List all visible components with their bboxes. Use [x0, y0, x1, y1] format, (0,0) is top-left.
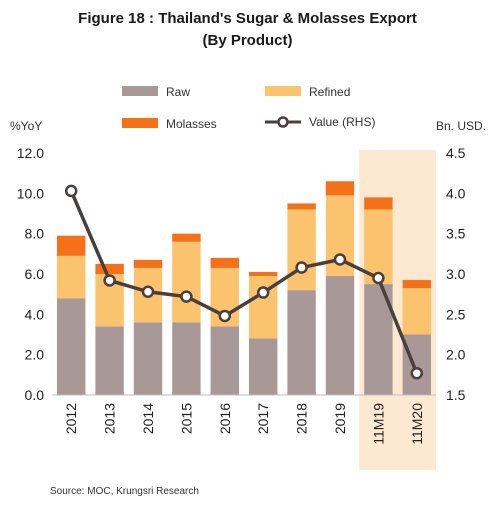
- x-tick-label: 2014: [140, 403, 156, 434]
- bar-raw: [56, 298, 86, 395]
- bar-raw: [248, 338, 278, 395]
- y-left-tick-label: 10.0: [17, 185, 44, 201]
- x-tick-label: 2018: [294, 403, 310, 434]
- value-point: [180, 290, 193, 303]
- legend-label-value: Value (RHS): [309, 115, 375, 129]
- bar-raw: [133, 322, 163, 395]
- bar-molasses: [287, 203, 316, 210]
- y-left-tick-label: 12.0: [17, 145, 44, 161]
- bar-refined: [172, 241, 201, 323]
- y-left-tick-label: 8.0: [25, 226, 45, 242]
- bar-molasses: [210, 257, 240, 268]
- x-tick-label: 11M20: [409, 403, 425, 445]
- bar-molasses: [325, 181, 355, 196]
- bar-molasses: [364, 197, 393, 210]
- value-point: [256, 286, 270, 299]
- y-left-tick-label: 4.0: [25, 306, 45, 322]
- bar-raw: [287, 290, 316, 395]
- bar-molasses: [56, 235, 86, 256]
- x-tick-label: 2015: [178, 403, 194, 434]
- value-point: [372, 271, 385, 285]
- y-right-tick-label: 1.5: [446, 387, 466, 403]
- y-left-axis-title: %YoY: [10, 119, 42, 133]
- bar-molasses: [402, 280, 432, 289]
- legend-swatch-raw: [122, 86, 158, 96]
- x-tick-label: 2013: [102, 403, 118, 434]
- bar-molasses: [248, 271, 278, 277]
- bar-refined: [402, 288, 432, 335]
- legend-label-refined: Refined: [309, 85, 350, 99]
- value-point: [141, 285, 155, 298]
- y-left-tick-label: 6.0: [25, 266, 45, 282]
- value-point: [410, 366, 424, 380]
- value-point: [333, 253, 347, 266]
- y-left-tick-label: 0.0: [25, 387, 45, 403]
- x-tick-label: 2016: [217, 403, 233, 434]
- value-line: [69, 190, 419, 374]
- chart-title: Figure 18 : Thailand's Sugar & Molasses …: [78, 10, 417, 27]
- y-right-tick-label: 4.0: [446, 185, 466, 201]
- x-tick-label: 2019: [332, 403, 348, 434]
- value-point: [103, 274, 116, 287]
- y-left-tick-label: 2.0: [25, 347, 45, 363]
- bar-molasses: [95, 263, 124, 274]
- y-right-tick-label: 4.5: [446, 145, 466, 161]
- bar-refined: [56, 255, 86, 299]
- x-tick-label: 2012: [63, 403, 79, 434]
- legend-swatch-value-marker: [277, 116, 289, 128]
- x-tick-label: 2017: [255, 403, 271, 434]
- x-tick-label: 11M19: [370, 403, 386, 445]
- bar-molasses: [172, 233, 201, 242]
- chart-subtitle: (By Product): [202, 32, 293, 49]
- legend-label-raw: Raw: [166, 85, 190, 99]
- bar-refined: [287, 209, 316, 291]
- value-point: [218, 309, 232, 323]
- value-point: [64, 184, 78, 198]
- bar-raw: [210, 326, 240, 395]
- bar-molasses: [133, 259, 163, 268]
- bar-raw: [95, 326, 124, 395]
- legend-swatch-molasses: [122, 118, 158, 128]
- y-right-tick-label: 2.5: [446, 306, 466, 322]
- source-note: Source: MOC, Krungsri Research: [50, 486, 199, 497]
- bar-raw: [325, 276, 355, 395]
- legend-swatch-refined: [265, 86, 301, 96]
- bar-raw: [402, 334, 432, 395]
- y-right-tick-label: 3.5: [446, 226, 466, 242]
- legend-label-molasses: Molasses: [166, 117, 217, 131]
- y-right-tick-label: 3.0: [446, 266, 466, 282]
- y-right-axis-title: Bn. USD.: [436, 119, 486, 133]
- bar-raw: [172, 322, 201, 395]
- value-point: [295, 261, 308, 274]
- y-right-tick-label: 2.0: [446, 347, 466, 363]
